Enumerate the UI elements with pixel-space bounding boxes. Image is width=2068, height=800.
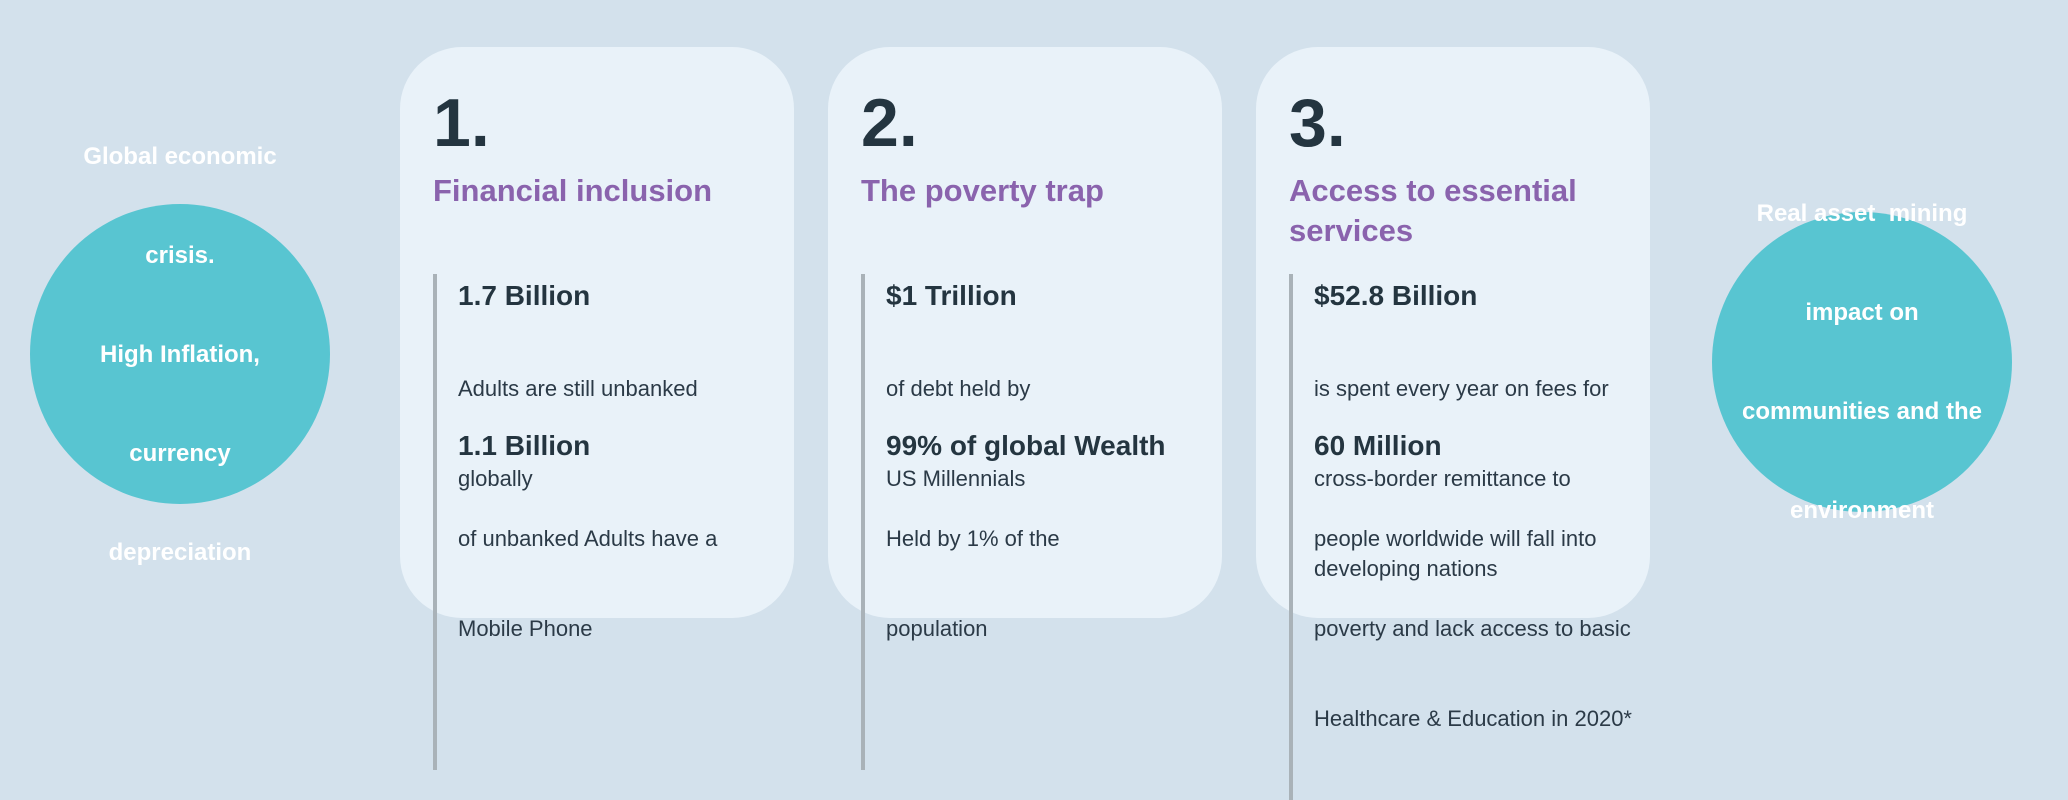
mining-impact-circle: Real asset mining impact on communities … [1712,200,2012,524]
circle-text-line: Real asset mining [1756,200,1968,227]
stat-desc-line: Mobile Phone [458,616,593,641]
card-number: 2. [861,85,918,161]
stat-desc-line: Held by 1% of the [886,526,1060,551]
stat-desc-line: people worldwide will fall into [1314,526,1597,551]
stat-value: $52.8 Billion [1314,280,1478,311]
stat-desc-line: of debt held by [886,376,1031,401]
stat-poverty-forecast: 60 Million people worldwide will fall in… [1289,424,1644,800]
circle-text-line: currency [129,439,231,467]
circle-text-line: communities and the [1741,398,1983,425]
stat-description: of debt held by US Millennials [886,314,1216,614]
stat-desc-line: cross-border remittance to [1314,466,1571,491]
circle-text-line: Global economic [83,142,277,170]
card-title-line: services [1289,213,1414,248]
card-title: Financial inclusion [433,171,768,211]
stat-desc-line: of unbanked Adults have a [458,526,718,551]
stat-unbanked-adults: 1.7 Billion Adults are still unbanked gl… [433,274,788,620]
stat-description: Held by 1% of the population [886,464,1216,764]
stat-description: people worldwide will fall into poverty … [1314,464,1644,794]
stat-description: of unbanked Adults have a Mobile Phone [458,464,788,764]
circle-text-line: impact on [1805,299,1919,326]
circle-text-line: High Inflation, [100,340,260,368]
card-title: The poverty trap [861,171,1196,211]
stat-value: 99% of global Wealth [886,430,1166,461]
infographic-canvas: Global economic crisis. High Inflation, … [30,47,2012,800]
stat-desc-line: US Millennials [886,466,1026,491]
card-title-line: Financial inclusion [433,173,713,208]
stat-value: 1.7 Billion [458,280,591,311]
mining-impact-circle-text: Real asset mining impact on communities … [1742,131,1982,593]
card-title-line: Access to essential [1289,173,1577,208]
stat-mobile-phone: 1.1 Billion of unbanked Adults have a Mo… [433,424,788,770]
circle-text-line: crisis. [145,241,215,269]
card-title-line: The poverty trap [861,173,1104,208]
card-number: 1. [433,85,490,161]
stat-value: $1 Trillion [886,280,1017,311]
circle-text-line: depreciation [108,538,252,566]
global-crisis-circle-text: Global economic crisis. High Inflation, … [83,74,276,635]
card-poverty-trap: 2. The poverty trap $1 Trillion of debt … [828,47,1222,770]
stat-millennial-debt: $1 Trillion of debt held by US Millennia… [861,274,1216,620]
card-access-essential-services: 3. Access to essential services $52.8 Bi… [1256,47,1650,800]
stat-desc-line: population [886,616,988,641]
stat-desc-line: Adults are still unbanked [458,376,698,401]
stat-value: 1.1 Billion [458,430,591,461]
stat-description: Adults are still unbanked globally [458,314,788,614]
stat-value: 60 Million [1314,430,1442,461]
stat-desc-line: developing nations [1314,556,1498,581]
card-number: 3. [1289,85,1346,161]
stat-desc-line: poverty and lack access to basic [1314,616,1631,641]
circle-text-line: environment [1789,497,1934,524]
stat-desc-line: Healthcare & Education in 2020* [1314,706,1632,731]
stat-wealth-concentration: 99% of global Wealth Held by 1% of the p… [861,424,1216,770]
card-title: Access to essential services [1289,171,1624,251]
card-financial-inclusion: 1. Financial inclusion 1.7 Billion Adult… [400,47,794,770]
stat-desc-line: is spent every year on fees for [1314,376,1609,401]
stat-description: is spent every year on fees for cross-bo… [1314,314,1644,644]
stat-desc-line: globally [458,466,533,491]
global-crisis-circle: Global economic crisis. High Inflation, … [30,143,330,566]
